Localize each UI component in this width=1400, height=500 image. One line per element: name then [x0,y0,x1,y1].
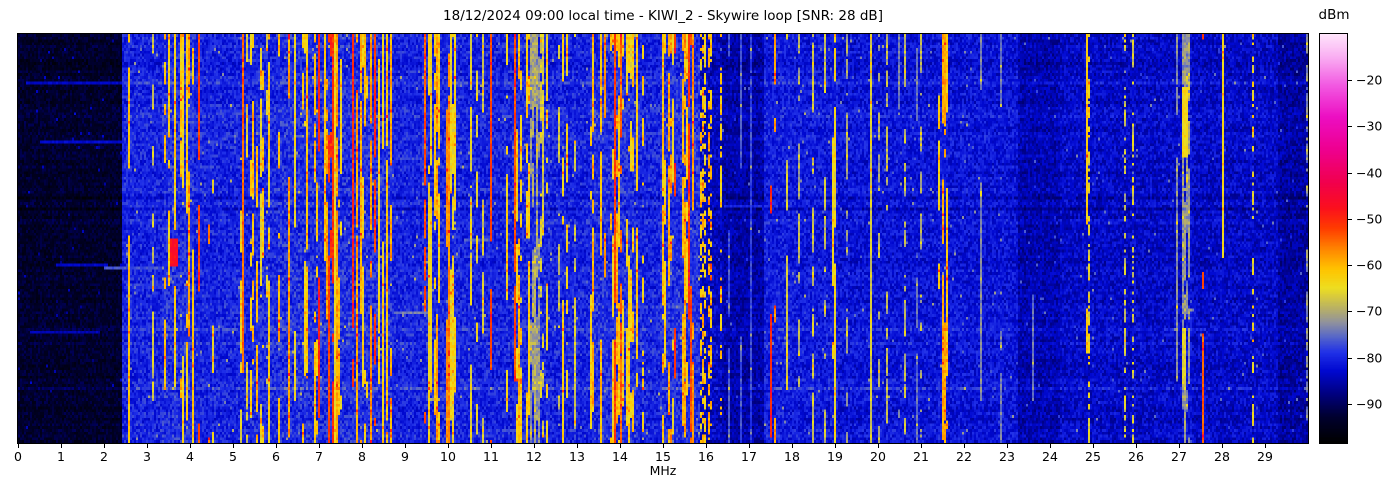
x-tick [233,444,234,448]
x-tick-label: 23 [999,449,1015,464]
x-tick-label: 25 [1085,449,1101,464]
colorbar-tick-label: −80 [1356,350,1383,365]
x-tick [61,444,62,448]
x-tick-label: 10 [440,449,456,464]
x-tick-label: 0 [14,449,22,464]
x-tick [577,444,578,448]
x-tick [319,444,320,448]
x-tick-label: 24 [1042,449,1058,464]
x-tick [1136,444,1137,448]
colorbar-tick [1348,403,1352,405]
colorbar-tick-label: −40 [1356,165,1383,181]
colorbar-tick [1348,172,1352,174]
x-tick [1179,444,1180,448]
colorbar-tick [1348,265,1352,267]
x-tick-label: 17 [741,449,757,464]
x-tick [405,444,406,448]
x-tick [190,444,191,448]
x-tick [147,444,148,448]
x-tick-label: 3 [143,449,151,464]
colorbar-tick [1348,311,1352,313]
colorbar-tick [1348,126,1352,128]
x-tick [706,444,707,448]
x-tick-label: 13 [569,449,585,464]
x-tick [1265,444,1266,448]
x-tick [18,444,19,448]
x-tick-label: 19 [827,449,843,464]
x-tick-label: 5 [229,449,237,464]
x-tick-label: 8 [358,449,366,464]
colorbar-tick-label: −70 [1356,303,1383,319]
x-tick [1050,444,1051,448]
colorbar-tick [1348,218,1352,220]
x-tick-label: 26 [1128,449,1144,464]
colorbar-tick-label: −90 [1356,396,1383,412]
x-tick-label: 27 [1171,449,1187,464]
x-tick [276,444,277,448]
colorbar-gradient [1319,33,1348,444]
x-tick [964,444,965,448]
colorbar-unit-label: dBm [1318,7,1350,23]
x-tick [663,444,664,448]
colorbar-tick [1348,80,1352,82]
x-tick [620,444,621,448]
x-tick-label: 1 [57,449,65,464]
x-tick-label: 22 [956,449,972,464]
x-tick [878,444,879,448]
x-axis-label: MHz [649,463,677,478]
x-tick [448,444,449,448]
chart-title: 18/12/2024 09:00 local time - KIWI_2 - S… [443,8,883,24]
colorbar-tick-label: −20 [1356,72,1383,88]
x-tick [749,444,750,448]
x-tick-label: 29 [1257,449,1273,464]
x-tick-label: 4 [186,449,194,464]
colorbar-tick-label: −30 [1356,118,1383,134]
colorbar-tick-label: −50 [1356,211,1383,227]
x-tick [362,444,363,448]
x-tick-label: 6 [272,449,280,464]
x-tick-label: 11 [483,449,499,464]
x-tick [921,444,922,448]
x-tick [1093,444,1094,448]
x-tick-label: 28 [1214,449,1230,464]
x-tick-label: 16 [698,449,714,464]
x-tick-label: 21 [913,449,929,464]
x-tick-label: 20 [870,449,886,464]
x-tick-label: 2 [100,449,108,464]
colorbar-tick [1348,357,1352,359]
waterfall-heatmap [17,33,1309,444]
x-tick [1222,444,1223,448]
x-tick [835,444,836,448]
x-tick-label: 7 [315,449,323,464]
x-tick-label: 15 [655,449,671,464]
x-tick [792,444,793,448]
x-tick-label: 9 [401,449,409,464]
x-tick-label: 12 [526,449,542,464]
x-tick [104,444,105,448]
x-tick [534,444,535,448]
x-tick-label: 14 [612,449,628,464]
x-tick [491,444,492,448]
colorbar-tick-label: −60 [1356,257,1383,273]
x-tick [1007,444,1008,448]
x-tick-label: 18 [784,449,800,464]
